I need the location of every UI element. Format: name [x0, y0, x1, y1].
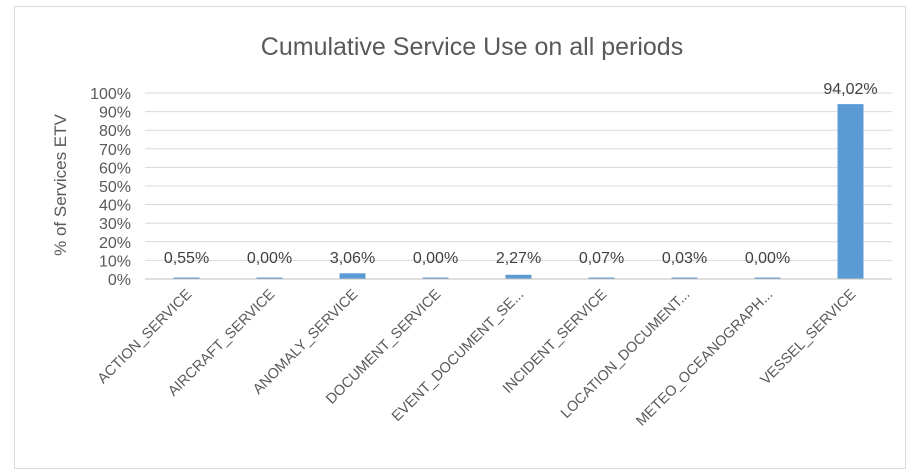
y-tick-label: 0% — [108, 272, 131, 289]
data-label: 0,07% — [579, 250, 624, 267]
data-label: 0,00% — [745, 250, 790, 267]
category-label: VESSEL_SERVICE — [758, 286, 860, 388]
data-label: 94,02% — [823, 81, 877, 98]
y-tick-label: 90% — [99, 105, 131, 122]
bar — [838, 104, 864, 279]
gridlines — [145, 93, 892, 260]
category-labels: ACTION_SERVICEAIRCRAFT_SERVICEANOMALY_SE… — [95, 286, 860, 429]
y-tick-label: 30% — [99, 216, 131, 233]
y-tick-label: 10% — [99, 253, 131, 270]
y-tick-label: 20% — [99, 235, 131, 252]
data-label: 0,55% — [164, 250, 209, 267]
y-tick-label: 50% — [99, 179, 131, 196]
data-labels: 0,55% 0,00% 3,06% 0,00% 2,27% 0,07% 0,03% 0,00%… — [164, 81, 878, 267]
y-tick-label: 70% — [99, 142, 131, 159]
bar — [340, 273, 366, 279]
data-label: 2,27% — [496, 250, 541, 267]
y-tick-label: 100% — [90, 86, 131, 103]
chart-title: Cumulative Service Use on all periods — [261, 33, 683, 61]
y-tick-label: 60% — [99, 160, 131, 177]
data-label: 3,06% — [330, 250, 375, 267]
y-tick-label: 40% — [99, 198, 131, 215]
data-label: 0,00% — [247, 250, 292, 267]
y-axis-label: % of Services ETV — [51, 113, 70, 255]
category-label: METEO_OCEANOGRAPH... — [633, 287, 776, 430]
category-label: EVENT_DOCUMENT_SE... — [389, 287, 527, 425]
y-axis-ticks: 0% 10%20% 30%40% 50% 60%70% 80%90% 100% — [90, 86, 131, 289]
data-label: 0,03% — [662, 250, 707, 267]
bar — [506, 275, 532, 279]
data-label: 0,00% — [413, 250, 458, 267]
y-tick-label: 80% — [99, 123, 131, 140]
